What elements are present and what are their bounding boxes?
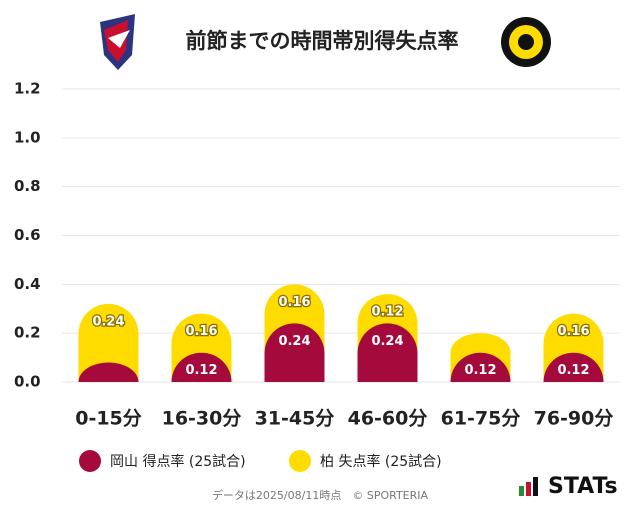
value-label: 0.12 bbox=[464, 363, 496, 378]
value-label: 0.24 bbox=[371, 334, 403, 349]
y-tick-label: 0.4 bbox=[14, 275, 41, 293]
x-tick-label: 46-60分 bbox=[348, 408, 428, 430]
bar-segment bbox=[264, 323, 325, 382]
y-tick-label: 0.8 bbox=[14, 177, 41, 195]
bar-segment bbox=[543, 352, 604, 382]
brand-logo: STATs bbox=[519, 474, 618, 499]
bar-segment bbox=[78, 362, 139, 382]
brand-name: STATs bbox=[548, 474, 618, 499]
x-tick-label: 16-30分 bbox=[162, 408, 242, 430]
chart-title: 前節までの時間帯別得失点率 bbox=[186, 29, 459, 53]
bar-segment bbox=[78, 303, 139, 382]
value-label: 0.12 bbox=[371, 305, 403, 320]
legend-label: 岡山 得点率 (25試合) bbox=[110, 453, 246, 470]
x-tick-label: 31-45分 bbox=[255, 408, 335, 430]
x-tick-label: 61-75分 bbox=[441, 408, 521, 430]
bar-segment bbox=[357, 323, 418, 382]
bar-segment bbox=[450, 352, 511, 382]
bar-segment bbox=[171, 352, 232, 382]
value-label: 0.24 bbox=[92, 314, 124, 329]
away-logo bbox=[501, 17, 551, 67]
y-tick-label: 0.0 bbox=[14, 373, 41, 391]
y-tick-label: 1.2 bbox=[14, 80, 41, 98]
value-label: 0.16 bbox=[278, 295, 310, 310]
legend-swatch bbox=[79, 450, 101, 472]
legend-swatch bbox=[289, 450, 311, 472]
value-label: 0.12 bbox=[557, 363, 589, 378]
y-tick-label: 1.0 bbox=[14, 128, 41, 146]
home-logo bbox=[100, 14, 135, 70]
value-label: 0.24 bbox=[278, 334, 310, 349]
x-tick-label: 76-90分 bbox=[534, 408, 614, 430]
y-tick-label: 0.6 bbox=[14, 226, 41, 244]
value-label: 0.16 bbox=[185, 324, 217, 339]
y-tick-label: 0.2 bbox=[14, 324, 41, 342]
value-label: 0.12 bbox=[185, 363, 217, 378]
footnote: データは2025/08/11時点 © SPORTERIA bbox=[212, 488, 429, 502]
legend-label: 柏 失点率 (25試合) bbox=[320, 453, 442, 470]
value-label: 0.16 bbox=[557, 324, 589, 339]
x-tick-label: 0-15分 bbox=[75, 408, 142, 430]
